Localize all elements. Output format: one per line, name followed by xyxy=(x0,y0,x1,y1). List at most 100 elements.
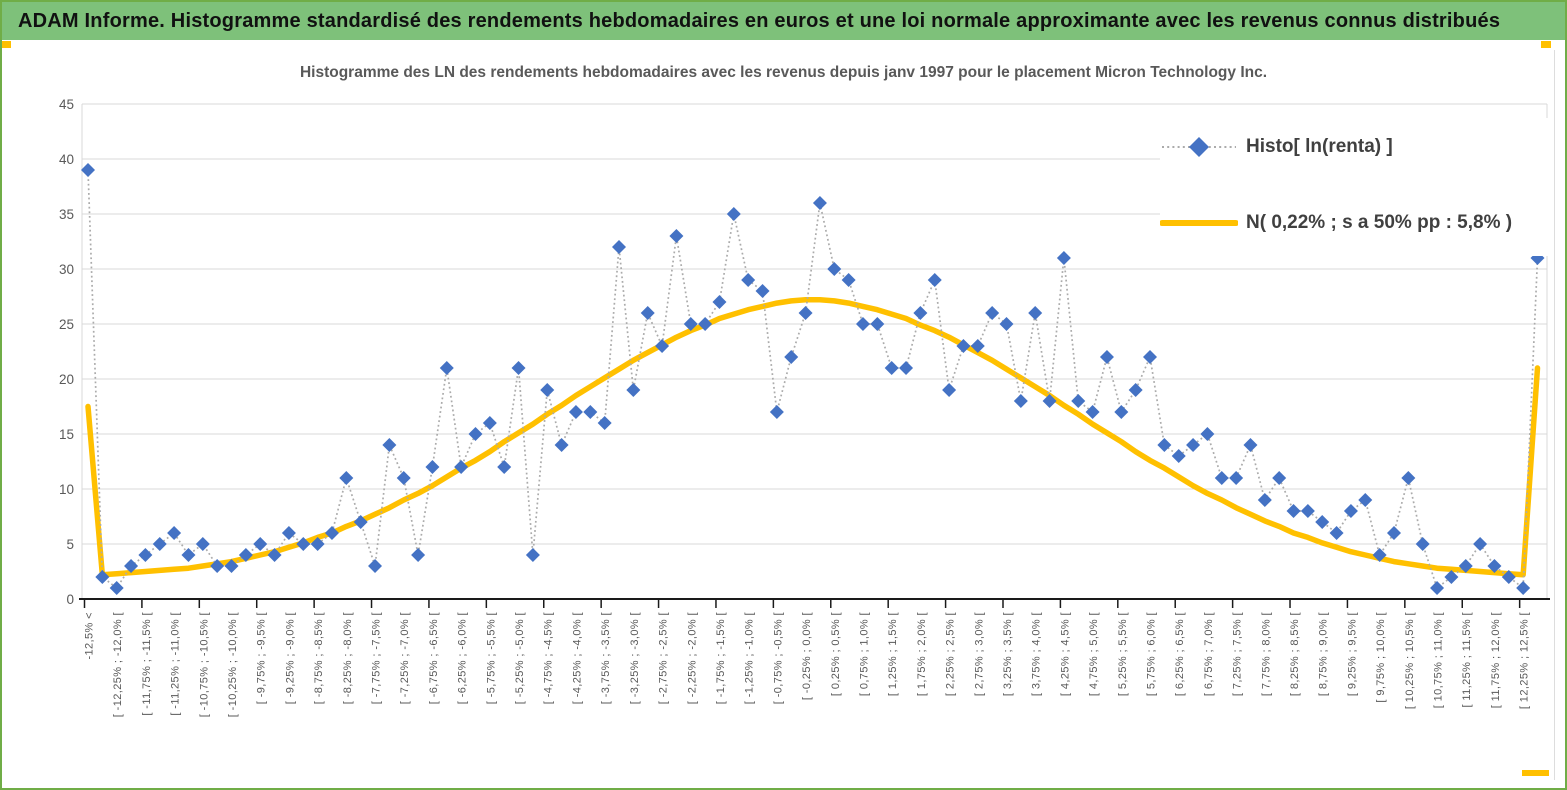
data-point-diamond[interactable] xyxy=(310,537,325,551)
data-point-diamond[interactable] xyxy=(1272,471,1287,485)
data-point-diamond[interactable] xyxy=(1286,504,1301,518)
legend-entry-histo[interactable]: Histo[ ln(renta) ] xyxy=(1160,132,1393,162)
data-point-diamond[interactable] xyxy=(784,350,799,364)
data-point-diamond[interactable] xyxy=(827,262,842,276)
data-point-diamond[interactable] xyxy=(1128,383,1143,397)
data-point-diamond[interactable] xyxy=(540,383,555,397)
data-point-diamond[interactable] xyxy=(353,515,368,529)
data-point-diamond[interactable] xyxy=(1056,251,1071,265)
drag-handle-right[interactable] xyxy=(1541,41,1551,48)
data-point-diamond[interactable] xyxy=(1386,526,1401,540)
data-point-diamond[interactable] xyxy=(1329,526,1344,540)
data-point-diamond[interactable] xyxy=(124,559,139,573)
data-point-diamond[interactable] xyxy=(812,196,827,210)
data-point-diamond[interactable] xyxy=(669,229,684,243)
drag-handle-bottom-right[interactable] xyxy=(1522,770,1549,776)
data-point-diamond[interactable] xyxy=(1229,471,1244,485)
data-point-diamond[interactable] xyxy=(927,273,942,287)
data-point-diamond[interactable] xyxy=(1013,394,1028,408)
data-point-diamond[interactable] xyxy=(741,273,756,287)
data-point-diamond[interactable] xyxy=(1071,394,1086,408)
data-point-diamond[interactable] xyxy=(411,548,426,562)
data-point-diamond[interactable] xyxy=(382,438,397,452)
data-point-diamond[interactable] xyxy=(425,460,440,474)
data-point-diamond[interactable] xyxy=(1415,537,1430,551)
data-point-diamond[interactable] xyxy=(855,317,870,331)
data-point-diamond[interactable] xyxy=(210,559,225,573)
data-point-diamond[interactable] xyxy=(655,339,670,353)
data-point-diamond[interactable] xyxy=(1214,471,1229,485)
data-point-diamond[interactable] xyxy=(726,207,741,221)
data-point-diamond[interactable] xyxy=(238,548,253,562)
data-point-diamond[interactable] xyxy=(970,339,985,353)
data-point-diamond[interactable] xyxy=(554,438,569,452)
data-point-diamond[interactable] xyxy=(1257,493,1272,507)
data-point-diamond[interactable] xyxy=(525,548,540,562)
data-point-diamond[interactable] xyxy=(999,317,1014,331)
data-point-diamond[interactable] xyxy=(138,548,153,562)
data-point-diamond[interactable] xyxy=(181,548,196,562)
data-point-diamond[interactable] xyxy=(1157,438,1172,452)
data-point-diamond[interactable] xyxy=(612,240,627,254)
data-point-diamond[interactable] xyxy=(253,537,268,551)
data-point-diamond[interactable] xyxy=(1300,504,1315,518)
data-point-diamond[interactable] xyxy=(1085,405,1100,419)
data-point-diamond[interactable] xyxy=(640,306,655,320)
data-point-diamond[interactable] xyxy=(1343,504,1358,518)
data-point-diamond[interactable] xyxy=(1200,427,1215,441)
data-point-diamond[interactable] xyxy=(1315,515,1330,529)
data-point-diamond[interactable] xyxy=(985,306,1000,320)
data-point-diamond[interactable] xyxy=(1430,581,1445,595)
data-point-diamond[interactable] xyxy=(698,317,713,331)
data-point-diamond[interactable] xyxy=(942,383,957,397)
data-point-diamond[interactable] xyxy=(152,537,167,551)
data-point-diamond[interactable] xyxy=(597,416,612,430)
data-point-diamond[interactable] xyxy=(712,295,727,309)
data-point-diamond[interactable] xyxy=(281,526,296,540)
data-point-diamond[interactable] xyxy=(1114,405,1129,419)
data-point-diamond[interactable] xyxy=(497,460,512,474)
data-point-diamond[interactable] xyxy=(109,581,124,595)
data-point-diamond[interactable] xyxy=(167,526,182,540)
data-point-diamond[interactable] xyxy=(1042,394,1057,408)
data-point-diamond[interactable] xyxy=(267,548,282,562)
data-point-diamond[interactable] xyxy=(1028,306,1043,320)
data-point-diamond[interactable] xyxy=(1473,537,1488,551)
data-point-diamond[interactable] xyxy=(1358,493,1373,507)
data-point-diamond[interactable] xyxy=(296,537,311,551)
data-point-diamond[interactable] xyxy=(324,526,339,540)
data-point-diamond[interactable] xyxy=(956,339,971,353)
data-point-diamond[interactable] xyxy=(583,405,598,419)
legend-entry-normal[interactable]: N( 0,22% ; s a 50% pp : 5,8% ) xyxy=(1160,208,1512,238)
data-point-diamond[interactable] xyxy=(1186,438,1201,452)
data-point-diamond[interactable] xyxy=(439,361,454,375)
data-point-diamond[interactable] xyxy=(224,559,239,573)
data-point-diamond[interactable] xyxy=(1501,570,1516,584)
data-point-diamond[interactable] xyxy=(1143,350,1158,364)
data-point-diamond[interactable] xyxy=(769,405,784,419)
data-point-diamond[interactable] xyxy=(568,405,583,419)
normal-curve-line[interactable] xyxy=(85,297,1541,578)
data-point-diamond[interactable] xyxy=(683,317,698,331)
data-point-diamond[interactable] xyxy=(396,471,411,485)
data-point-diamond[interactable] xyxy=(195,537,210,551)
data-point-diamond[interactable] xyxy=(1516,581,1531,595)
drag-handle-left[interactable] xyxy=(2,41,11,48)
data-point-diamond[interactable] xyxy=(511,361,526,375)
data-point-diamond[interactable] xyxy=(81,163,95,177)
data-point-diamond[interactable] xyxy=(368,559,383,573)
data-point-diamond[interactable] xyxy=(1458,559,1473,573)
data-point-diamond[interactable] xyxy=(95,570,110,584)
data-point-diamond[interactable] xyxy=(1444,570,1459,584)
data-point-diamond[interactable] xyxy=(755,284,770,298)
data-point-diamond[interactable] xyxy=(798,306,813,320)
data-point-diamond[interactable] xyxy=(1487,559,1502,573)
data-point-diamond[interactable] xyxy=(913,306,928,320)
data-point-diamond[interactable] xyxy=(1171,449,1186,463)
data-point-diamond[interactable] xyxy=(626,383,641,397)
data-point-diamond[interactable] xyxy=(884,361,899,375)
data-point-diamond[interactable] xyxy=(482,416,497,430)
data-point-diamond[interactable] xyxy=(1372,548,1387,562)
data-point-diamond[interactable] xyxy=(841,273,856,287)
